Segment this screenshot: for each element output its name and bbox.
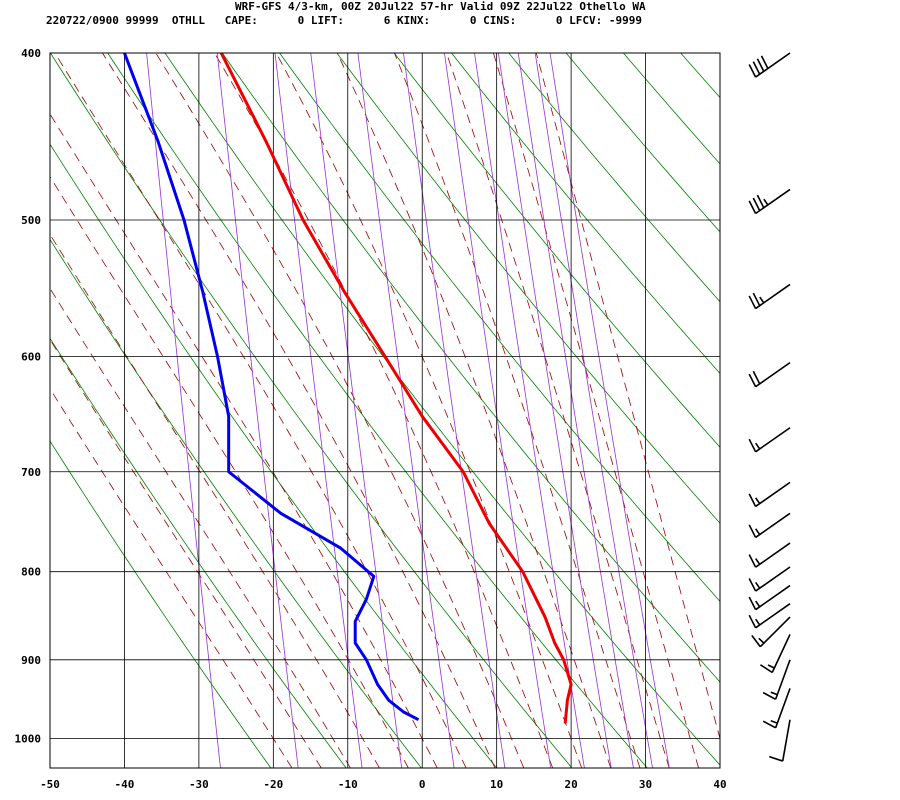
- mixing-ratio-line: [474, 53, 585, 768]
- wind-barb: [748, 52, 791, 78]
- moist-adiabat-line: [336, 53, 612, 768]
- dry-adiabat-line: [336, 53, 720, 524]
- dry-adiabat-line: [221, 53, 720, 683]
- y-tick-label: 800: [21, 566, 41, 579]
- wind-barb: [748, 188, 791, 215]
- dry-adiabat-line: [853, 53, 900, 768]
- x-tick-label: 20: [564, 778, 577, 791]
- y-tick-label: 400: [21, 47, 41, 60]
- mixing-ratio-line: [274, 53, 363, 768]
- dry-adiabat-line: [164, 53, 720, 766]
- x-tick-label: -20: [263, 778, 283, 791]
- dry-adiabat-line: [508, 53, 720, 303]
- x-tick-label: 40: [713, 778, 726, 791]
- wind-barb: [748, 603, 791, 629]
- chart-grid: [50, 53, 900, 768]
- moist-adiabat-line: [155, 53, 525, 768]
- moist-adiabat-line: [446, 53, 670, 768]
- moist-adiabat-line: [54, 53, 467, 768]
- moist-adiabat-line: [50, 233, 380, 768]
- mixing-ratio-line: [517, 53, 634, 768]
- wind-barb: [762, 659, 791, 700]
- moist-adiabat-line: [535, 53, 720, 741]
- y-tick-label: 900: [21, 654, 41, 667]
- wind-barb: [748, 542, 791, 568]
- dry-adiabat-line: [279, 53, 720, 602]
- x-tick-label: 30: [639, 778, 652, 791]
- wind-barb: [748, 427, 791, 453]
- y-tick-label: 700: [21, 466, 41, 479]
- wind-barb: [748, 566, 791, 592]
- dry-adiabat-line: [451, 53, 720, 375]
- wind-barb: [748, 361, 791, 388]
- moist-adiabat-line: [50, 338, 322, 768]
- wind-barb: [751, 616, 791, 648]
- mixing-ratio-line: [357, 53, 455, 768]
- wind-barbs: [748, 52, 791, 762]
- moist-adiabat-line: [214, 53, 554, 768]
- dry-adiabat-line: [50, 238, 422, 768]
- wind-barb: [748, 283, 791, 310]
- mixing-ratio-line: [403, 53, 506, 768]
- dry-adiabat-line: [393, 53, 720, 448]
- wind-barb: [748, 584, 791, 611]
- mixing-ratio-line: [310, 53, 403, 768]
- dry-adiabat-line: [50, 53, 573, 768]
- moist-adiabat-line: [50, 388, 293, 768]
- x-tick-label: 0: [419, 778, 426, 791]
- x-tick-label: -30: [189, 778, 209, 791]
- y-tick-label: 600: [21, 350, 41, 363]
- mixing-ratio-line: [549, 53, 670, 768]
- moist-adiabat-line: [102, 53, 496, 768]
- dry-adiabat-line: [50, 143, 498, 768]
- moist-adiabat-line: [50, 175, 409, 768]
- dry-adiabat-line: [623, 53, 720, 165]
- dry-adiabat-line: [795, 53, 900, 768]
- dry-adiabat-line: [50, 440, 272, 768]
- wind-barb: [762, 688, 791, 729]
- moist-adiabat-line: [275, 53, 583, 768]
- mixing-ratio-line: [146, 53, 221, 768]
- chart-title: WRF-GFS 4/3-km, 00Z 20Jul22 57-hr Valid …: [235, 0, 646, 13]
- wind-barb: [748, 512, 791, 539]
- axis-ticks: -50 -40 -30 -20 -10 0 10 20 30 40 400 500 600 700 800 9…: [15, 47, 727, 791]
- wind-barb: [748, 481, 791, 508]
- moist-adiabat-line: [50, 287, 351, 768]
- x-tick-label: 10: [490, 778, 503, 791]
- wind-barb: [759, 634, 791, 674]
- mixing-ratio-line: [444, 53, 552, 768]
- moist-adiabat-line: [50, 113, 438, 768]
- dry-adiabat-line: [50, 337, 347, 768]
- wind-barb: [769, 719, 791, 762]
- dry-adiabat-line: [738, 53, 900, 768]
- moist-adiabat-line: [394, 53, 641, 768]
- dry-adiabat-line: [565, 53, 720, 233]
- y-tick-label: 1000: [15, 733, 42, 746]
- chart-series: [123, 53, 573, 724]
- plot-frame: [49, 52, 721, 769]
- dry-adiabat-line: [107, 53, 648, 768]
- mixing-ratio-line: [216, 53, 299, 768]
- mixing-ratio-line: [534, 53, 653, 768]
- mixing-ratio-line: [497, 53, 612, 768]
- dewpoint-profile-line: [123, 53, 420, 722]
- chart-subtitle: 220722/0900 99999 OTHLL CAPE: 0 LIFT: 6 …: [46, 14, 643, 27]
- y-tick-label: 500: [21, 214, 41, 227]
- x-tick-label: -40: [115, 778, 135, 791]
- temperature-profile-line: [219, 53, 573, 724]
- x-tick-label: -50: [40, 778, 60, 791]
- x-tick-label: -10: [338, 778, 358, 791]
